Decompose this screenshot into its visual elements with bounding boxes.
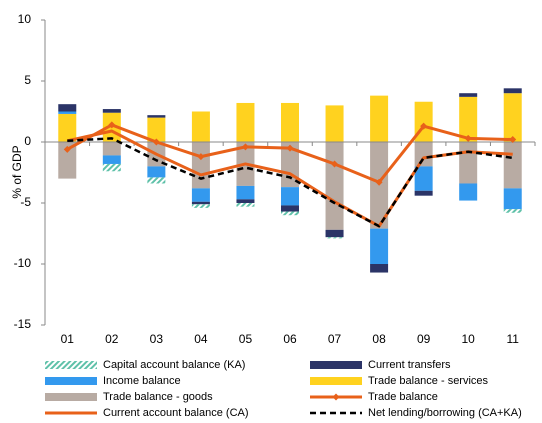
legend-swatch bbox=[310, 361, 362, 369]
bar bbox=[370, 95, 389, 142]
bar bbox=[281, 205, 299, 212]
bar bbox=[58, 104, 77, 112]
bar bbox=[147, 166, 166, 178]
legend-item: Current account balance (CA) bbox=[45, 407, 249, 419]
bar bbox=[459, 93, 478, 97]
legend-item: Trade balance bbox=[310, 391, 438, 403]
bar bbox=[325, 105, 344, 142]
bar bbox=[102, 142, 121, 156]
legend-label: Current transfers bbox=[368, 359, 451, 371]
y-tick-label: 0 bbox=[24, 134, 31, 148]
bar bbox=[281, 211, 299, 216]
legend-label: Income balance bbox=[103, 375, 181, 387]
line-marker bbox=[375, 178, 383, 186]
legend-swatch bbox=[45, 361, 97, 369]
legend-label: Trade balance - goods bbox=[103, 391, 213, 403]
legend-label: Trade balance bbox=[368, 391, 438, 403]
bar bbox=[102, 155, 121, 164]
x-tick-label: 07 bbox=[328, 332, 342, 346]
line-marker bbox=[197, 153, 205, 161]
legend-label: Capital account balance (KA) bbox=[103, 359, 245, 371]
line-marker bbox=[152, 138, 160, 146]
x-tick-label: 08 bbox=[372, 332, 386, 346]
bar bbox=[147, 177, 166, 184]
bar bbox=[325, 229, 344, 238]
bar bbox=[503, 209, 522, 213]
x-tick-label: 06 bbox=[283, 332, 297, 346]
bar bbox=[102, 109, 121, 113]
bar bbox=[370, 228, 389, 264]
x-tick-label: 05 bbox=[239, 332, 253, 346]
y-tick-label: 5 bbox=[24, 73, 31, 87]
legend-label: Net lending/borrowing (CA+KA) bbox=[368, 407, 522, 419]
line-marker bbox=[464, 134, 472, 142]
legend-item: Capital account balance (KA) bbox=[45, 359, 245, 371]
bar bbox=[191, 111, 210, 142]
bar bbox=[58, 142, 77, 179]
bar bbox=[325, 237, 344, 239]
line-marker bbox=[509, 136, 517, 144]
bar bbox=[503, 142, 522, 189]
bar bbox=[147, 117, 166, 142]
y-tick-label: -15 bbox=[14, 317, 32, 331]
bar bbox=[459, 96, 478, 142]
bar bbox=[459, 183, 478, 201]
bar bbox=[281, 187, 299, 206]
bar bbox=[236, 203, 255, 207]
bar bbox=[414, 166, 433, 191]
x-tick-label: 01 bbox=[61, 332, 75, 346]
x-tick-label: 02 bbox=[105, 332, 119, 346]
bar bbox=[147, 115, 166, 118]
line-marker bbox=[63, 145, 71, 153]
bar bbox=[58, 113, 77, 142]
bar bbox=[191, 142, 210, 189]
line-marker bbox=[331, 160, 339, 168]
y-tick-label: 10 bbox=[18, 12, 32, 26]
bar bbox=[414, 142, 433, 167]
bar bbox=[236, 102, 255, 142]
bar bbox=[414, 190, 433, 196]
legend-item: Net lending/borrowing (CA+KA) bbox=[310, 407, 522, 419]
bar bbox=[325, 142, 344, 230]
line-marker bbox=[108, 121, 116, 129]
y-tick-label: -10 bbox=[14, 256, 32, 270]
line-marker bbox=[241, 143, 249, 151]
x-tick-label: 10 bbox=[462, 332, 476, 346]
line bbox=[67, 137, 513, 228]
legend-item: Trade balance - goods bbox=[45, 391, 213, 403]
bar bbox=[191, 188, 210, 202]
legend-label: Trade balance - services bbox=[368, 375, 489, 387]
bar bbox=[102, 163, 121, 172]
bar bbox=[503, 88, 522, 94]
bar bbox=[236, 185, 255, 200]
legend-item: Current transfers bbox=[310, 359, 451, 371]
y-tick-label: -5 bbox=[20, 195, 31, 209]
bar bbox=[503, 188, 522, 210]
x-tick-label: 04 bbox=[194, 332, 208, 346]
x-tick-label: 09 bbox=[417, 332, 431, 346]
legend-label: Current account balance (CA) bbox=[103, 407, 249, 419]
x-tick-label: 03 bbox=[150, 332, 164, 346]
bar bbox=[281, 102, 299, 142]
bar bbox=[459, 142, 478, 184]
legend-swatch bbox=[45, 393, 97, 401]
line-marker bbox=[286, 144, 294, 152]
legend-item: Income balance bbox=[45, 375, 181, 387]
legend-swatch bbox=[45, 377, 97, 385]
bar bbox=[58, 111, 77, 114]
line-marker bbox=[420, 122, 428, 130]
bar bbox=[503, 93, 522, 142]
bar bbox=[191, 204, 210, 208]
legend-item: Trade balance - services bbox=[310, 375, 489, 387]
bar bbox=[370, 264, 389, 273]
legend-swatch bbox=[310, 377, 362, 385]
y-axis-label: % of GDP bbox=[10, 145, 24, 198]
bar bbox=[191, 201, 210, 205]
bar bbox=[236, 199, 255, 203]
legend-marker bbox=[332, 393, 340, 401]
x-tick-label: 11 bbox=[506, 332, 519, 346]
